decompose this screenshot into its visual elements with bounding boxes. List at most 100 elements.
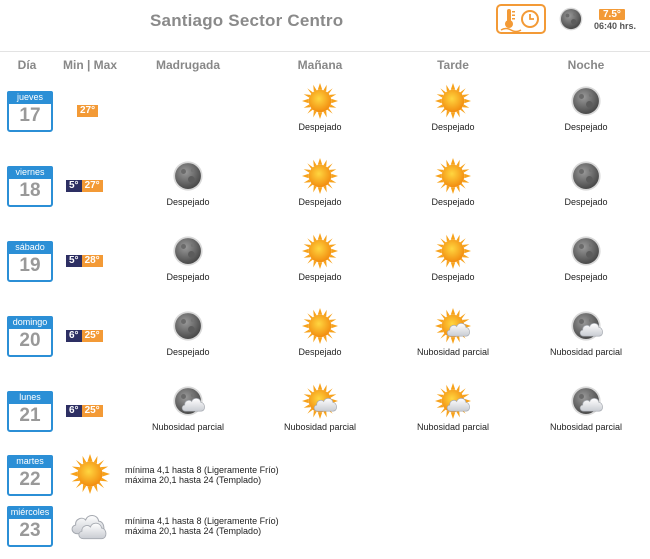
moon-icon [173,236,203,266]
day-number: 18 [19,180,41,201]
sun-icon [302,83,338,119]
forecast-cell-noche[interactable]: Despejado [521,83,650,132]
condition-label: Nubosidad parcial [416,347,490,357]
forecast-cell-tarde[interactable]: Nubosidad parcial [388,308,518,357]
day-calendar-box: sábado 19 [7,241,53,282]
moon-cloud-icon [571,311,603,341]
condition-label: Nubosidad parcial [549,347,623,357]
max-temp-badge: 28° [81,255,103,267]
forecast-cell-tarde[interactable]: Nubosidad parcial [388,383,518,432]
day-name: miércoles [7,506,53,519]
day-number: 21 [19,405,41,426]
min-max-badges: 5° 27° [66,180,103,192]
condition-label: Despejado [166,347,210,357]
day-name: martes [7,455,53,468]
forecast-cell-tarde[interactable]: Despejado [388,158,518,207]
column-header-tarde: Tarde [437,58,469,72]
condition-label: Nubosidad parcial [549,422,623,432]
city-title: Santiago Sector Centro [150,11,344,30]
current-time: 06:40 hrs. [594,21,637,31]
moon-icon [557,5,585,38]
day-name: jueves [7,91,53,104]
forecast-cell-manana[interactable]: Despejado [255,233,385,282]
min-max-badges: 27° [77,105,99,117]
moon-icon [173,161,203,191]
moon-icon [571,236,601,266]
forecast-cell-manana[interactable]: Despejado [255,308,385,357]
forecast-cell-tarde[interactable]: Despejado [388,83,518,132]
max-temp-badge: 27° [77,105,99,117]
condition-label: Despejado [298,272,342,282]
sun-cloud-icon [435,383,471,419]
condition-label: Nubosidad parcial [151,422,225,432]
maximum-summary: máxima 20,1 hasta 24 (Templado) [125,526,262,536]
min-temp-badge: 6° [66,330,82,342]
max-temp-badge: 25° [81,405,103,417]
min-max-badges: 5° 28° [66,255,103,267]
condition-label: Despejado [431,122,475,132]
column-header-manana: Mañana [297,58,343,72]
forecast-cell-manana[interactable]: Despejado [255,158,385,207]
min-max-badges: 6° 25° [66,405,103,417]
sun-cloud-icon [435,308,471,344]
day-number: 20 [19,330,41,351]
condition-label: Nubosidad parcial [283,422,357,432]
moon-cloud-icon [571,386,603,416]
extended-summary: mínima 4,1 hasta 8 (Ligeramente Frío) máx… [125,516,279,536]
forecast-cell-manana[interactable]: Despejado [255,83,385,132]
condition-label: Despejado [166,197,210,207]
moon-icon [571,86,601,116]
forecast-cell-manana[interactable]: Nubosidad parcial [255,383,385,432]
sun-icon [302,158,338,194]
min-temp-badge: 5° [66,255,82,267]
forecast-cell-madrugada[interactable]: Despejado [123,233,253,282]
sun-icon [302,233,338,269]
condition-label: Nubosidad parcial [416,422,490,432]
extended-summary: mínima 4,1 hasta 8 (Ligeramente Frío) máx… [125,465,279,485]
min-max-badges: 6° 25° [66,330,103,342]
forecast-cell-noche[interactable]: Despejado [521,158,650,207]
moon-icon [571,161,601,191]
condition-label: Despejado [298,197,342,207]
condition-label: Despejado [298,347,342,357]
day-number: 17 [19,105,41,126]
column-header-dia: Día [17,58,37,72]
forecast-cell-madrugada[interactable]: Despejado [123,308,253,357]
forecast-cell-noche[interactable]: Nubosidad parcial [521,308,650,357]
condition-label: Despejado [431,272,475,282]
condition-label: Despejado [298,122,342,132]
sun-cloud-icon [302,383,338,419]
condition-label: Despejado [564,122,608,132]
thermometer-clock-icon[interactable] [496,4,546,34]
min-temp-badge: 6° [66,405,82,417]
forecast-cell-madrugada[interactable]: Nubosidad parcial [123,383,253,432]
day-calendar-box: jueves 17 [7,91,53,132]
header: Santiago Sector Centro 7.5° 06:40 hrs. [0,0,650,50]
column-header-minmax: Min | Max [62,58,118,72]
moon-icon [173,311,203,341]
min-temp-badge: 5° [66,180,82,192]
column-header-noche: Noche [567,58,605,72]
header-divider [0,51,650,52]
day-calendar-box: domingo 20 [7,316,53,357]
moon-cloud-icon [173,386,205,416]
forecast-cell-noche[interactable]: Nubosidad parcial [521,383,650,432]
forecast-cell-tarde[interactable]: Despejado [388,233,518,282]
day-calendar-box: viernes 18 [7,166,53,207]
column-header-madrugada: Madrugada [155,58,220,72]
forecast-cell-noche[interactable]: Despejado [521,233,650,282]
day-name: sábado [7,241,53,254]
cloudy-icon [70,505,110,550]
maximum-summary: máxima 20,1 hasta 24 (Templado) [125,475,262,485]
day-number: 23 [19,520,41,541]
day-number: 22 [19,469,41,490]
max-temp-badge: 27° [81,180,103,192]
condition-label: Despejado [431,197,475,207]
condition-label: Despejado [564,197,608,207]
sun-icon [435,233,471,269]
forecast-cell-madrugada[interactable]: Despejado [123,158,253,207]
condition-label: Despejado [166,272,210,282]
sun-icon [435,83,471,119]
day-calendar-box: lunes 21 [7,391,53,432]
minimum-summary: mínima 4,1 hasta 8 (Ligeramente Frío) [125,516,279,526]
